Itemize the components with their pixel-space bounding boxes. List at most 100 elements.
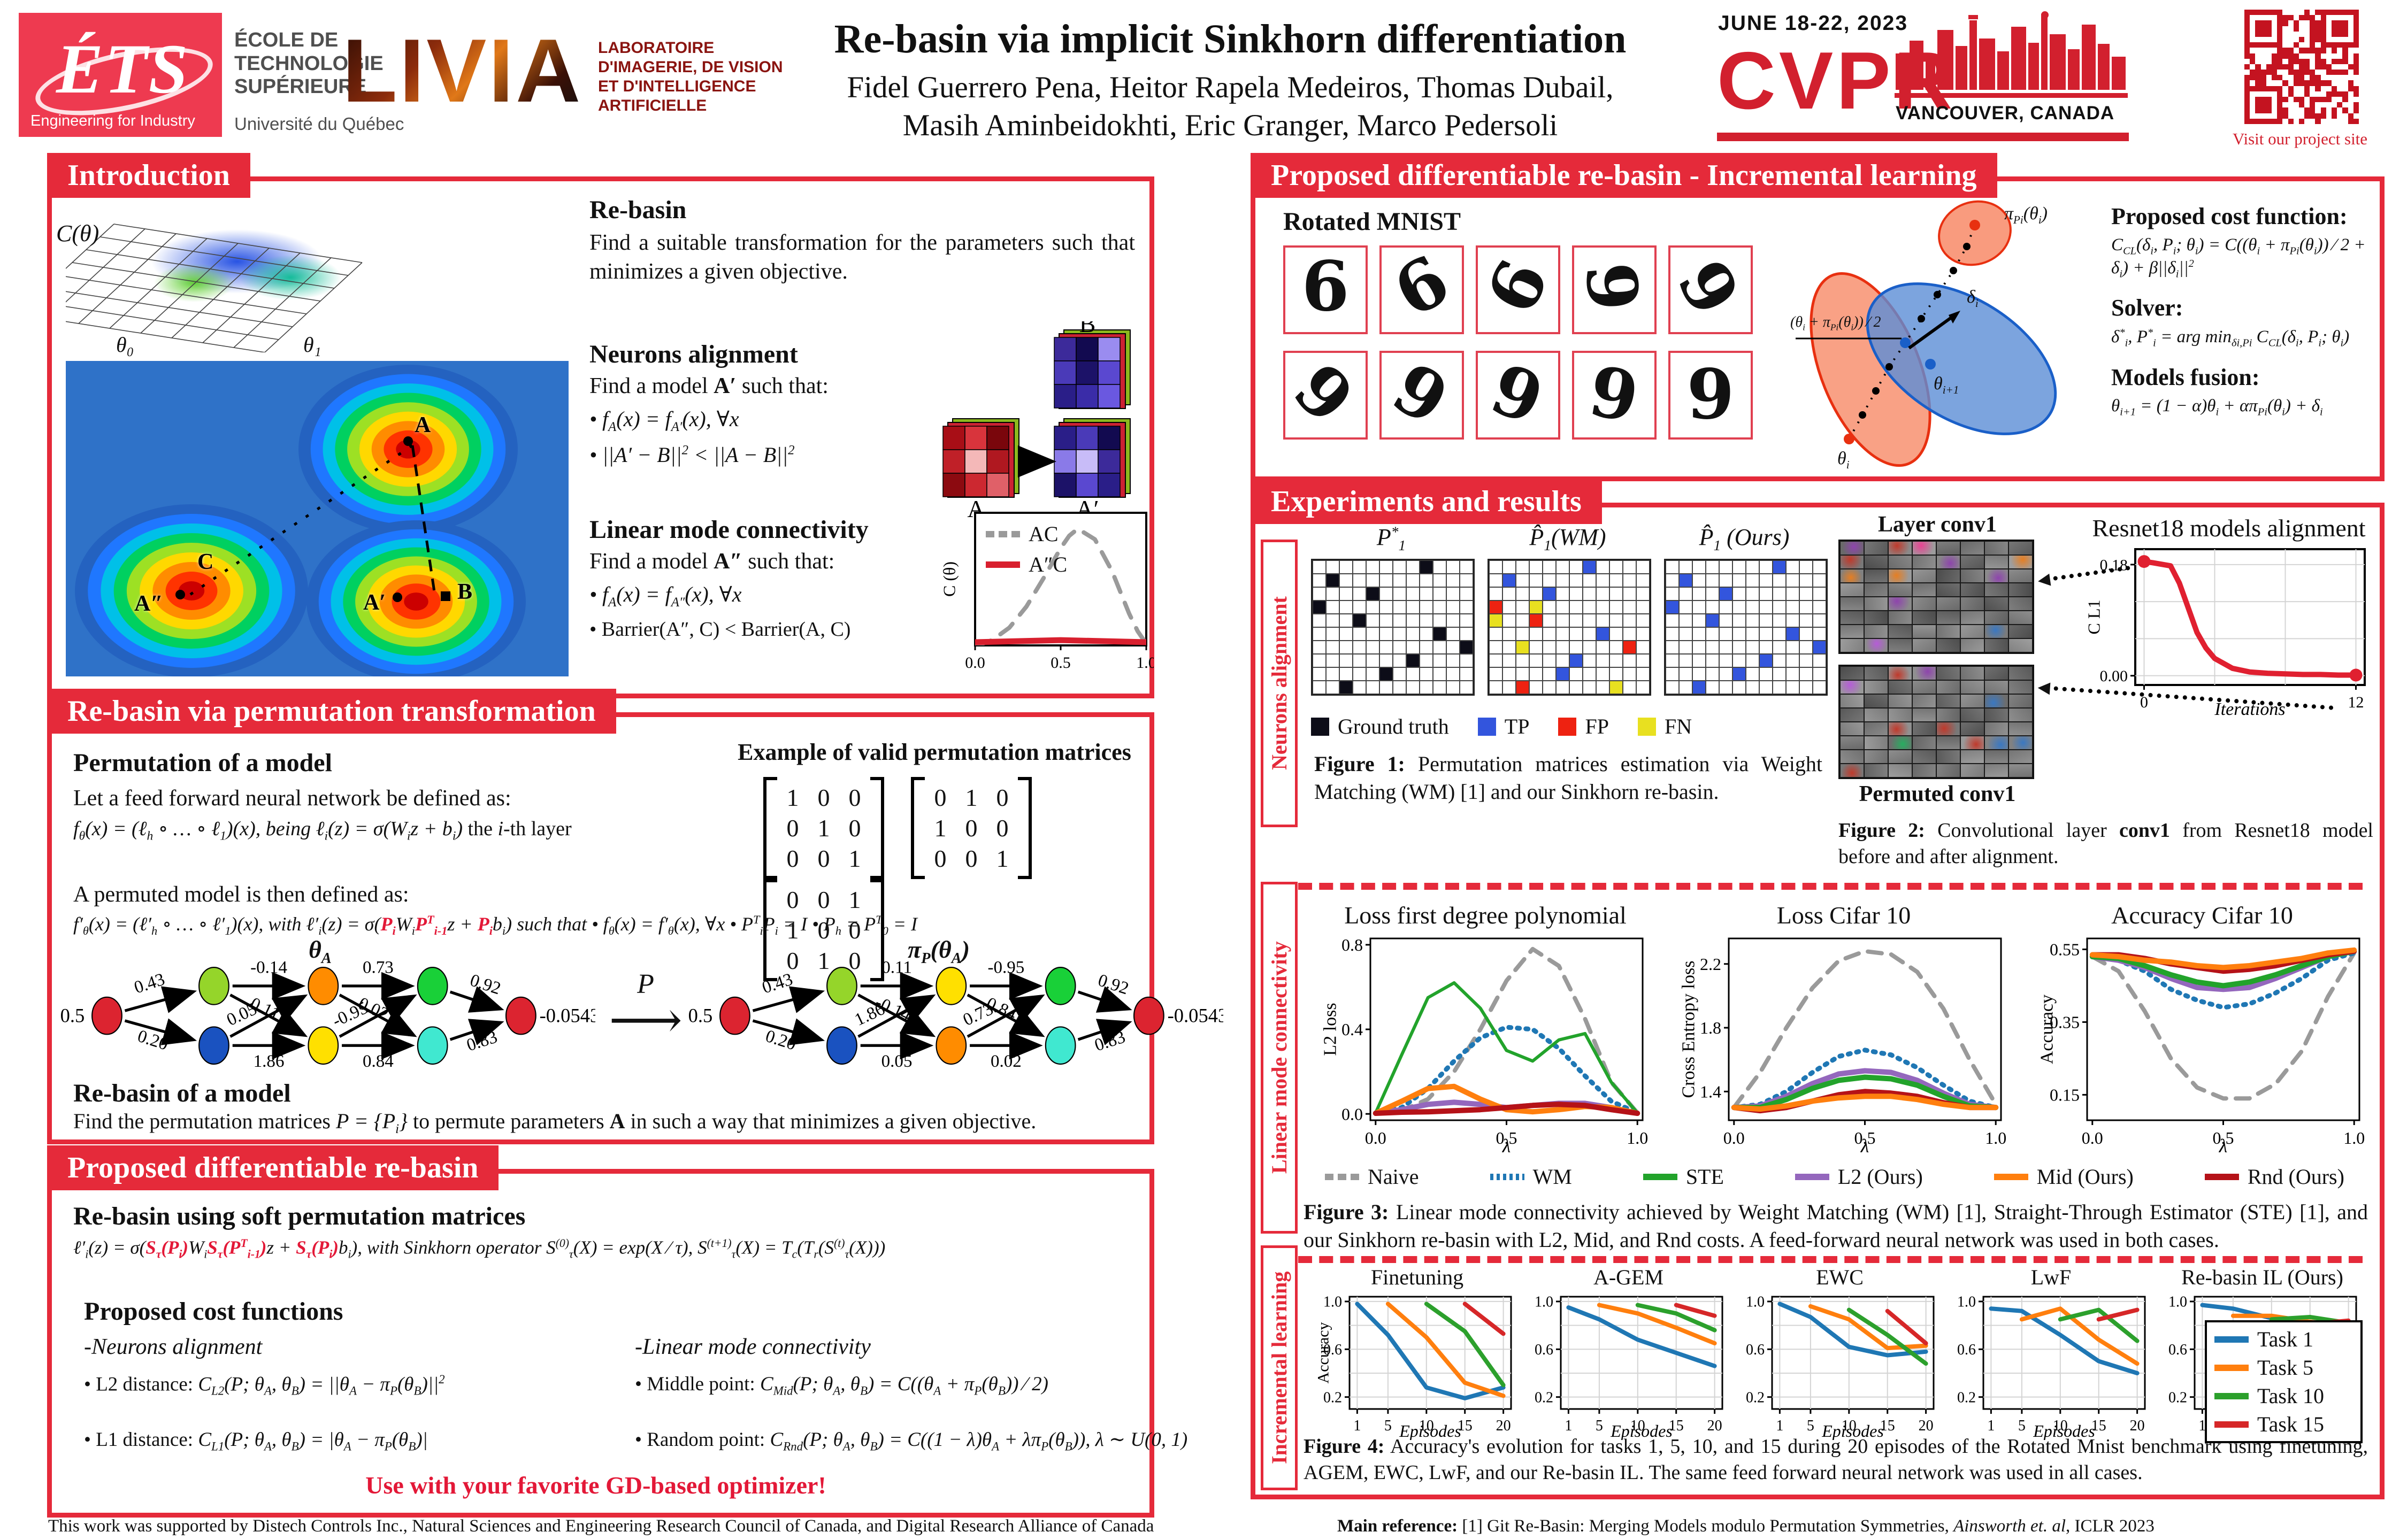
svg-text:1.8: 1.8 (1700, 1018, 1721, 1037)
svg-text:0.73: 0.73 (363, 959, 394, 977)
fig4-legend: Task 1 Task 5 Task 10 Task 15 (2205, 1320, 2363, 1443)
svg-text:1.0: 1.0 (1323, 1294, 1342, 1311)
svg-text:0.8: 0.8 (1341, 935, 1363, 954)
network-right: 0.43 0.20 0.11 -0.14 1.86 0.05 -0.95 0.84 0.73 0.… (688, 958, 1228, 1073)
fig2-caption: Figure 2: Convolutional layer conv1 from… (1838, 819, 2373, 868)
svg-text:5: 5 (1807, 1418, 1814, 1434)
soft-perm-heading: Re-basin using soft permutation matrices (73, 1202, 526, 1230)
svg-text:1: 1 (1987, 1418, 1995, 1434)
fig1-title-pstar: P*1 (1376, 523, 1406, 553)
svg-text:0.5: 0.5 (2213, 1128, 2234, 1148)
svg-text:0.5: 0.5 (60, 1005, 85, 1027)
kernel-diagram: BA A′ (942, 321, 1131, 522)
svg-text:0.11: 0.11 (881, 959, 912, 977)
fig2-conv1-grid (1838, 540, 2034, 654)
svg-text:0: 0 (2140, 694, 2148, 711)
l1-distance-eq: • L1 distance: CL1(P; θA, θB) = |θA − πP… (84, 1428, 428, 1453)
lmc-intro: Find a model A″ such that: (589, 549, 835, 574)
fig3-title-3: Accuracy Cifar 10 (2111, 902, 2293, 929)
lmc-subheading: -Linear mode connectivity (635, 1335, 871, 1359)
svg-text:0.43: 0.43 (132, 970, 167, 998)
fig4-title-lwf: LwF (2030, 1265, 2072, 1289)
title-block: Re-basin via implicit Sinkhorn different… (760, 16, 1701, 143)
svg-text:0.2: 0.2 (2168, 1389, 2187, 1406)
solver-heading: Solver: (2111, 295, 2183, 321)
cvpr-location: VANCOUVER, CANADA (1896, 103, 2115, 124)
svg-text:0.2: 0.2 (1957, 1389, 1976, 1406)
svg-text:0.0: 0.0 (2082, 1128, 2103, 1148)
neurons-heading: Neurons alignment (589, 340, 798, 368)
perm-eq-permuted: f′θ(x) = (ℓ′h ∘ … ∘ ℓ′1)(x), with ℓ′i(z)… (73, 913, 918, 938)
fig3-chart-acc-cifar: 0.15 0.35 0.55 0.0 0.5 1.0 λ Accuracy (2036, 931, 2368, 1158)
intro-banner: Introduction (47, 153, 250, 198)
svg-text:L2 loss: L2 loss (1320, 1003, 1340, 1056)
svg-text:0.02: 0.02 (991, 1052, 1022, 1071)
svg-text:-0.0543: -0.0543 (540, 1005, 595, 1027)
svg-text:5: 5 (2018, 1418, 2026, 1434)
svg-text:0.5: 0.5 (1496, 1128, 1517, 1148)
separator-2 (1298, 1256, 2363, 1263)
svg-text:2.2: 2.2 (1700, 954, 1721, 974)
fig1-title-wm: P̂1(WM) (1529, 524, 1606, 553)
svg-text:Accuracy: Accuracy (1315, 1322, 1332, 1384)
svg-text:15: 15 (1669, 1418, 1684, 1434)
cvpr-rule (1895, 93, 2128, 98)
svg-text:0.2: 0.2 (1535, 1389, 1553, 1406)
svg-text:10: 10 (1419, 1418, 1434, 1434)
svg-text:Episodes: Episodes (1821, 1421, 1884, 1440)
svg-text:5: 5 (1384, 1418, 1392, 1434)
fig3-legend: Naive WM STE L2 (Ours) Mid (Ours) Rnd (Ours) (1325, 1164, 2373, 1189)
perm-line1: Let a feed forward neural network be def… (73, 786, 511, 811)
neurons-bullet-2: • ||A′ − B||2 < ||A − B||2 (589, 443, 795, 467)
rail-incremental: Incremental learning (1261, 1245, 1298, 1490)
cost-function-heading: Proposed cost function: (2111, 203, 2348, 229)
authors-line2: Masih Aminbeidokhti, Eric Granger, Marco… (902, 109, 1558, 142)
fig1-grid-ours (1664, 559, 1828, 696)
livia-lab-text: LABORATOIRE D'IMAGERIE, DE VISION ET D'I… (598, 38, 783, 116)
svg-text:B: B (1079, 321, 1096, 337)
surface-c-theta-label: C(θ) (56, 220, 99, 247)
incremental-equations: Proposed cost function: CCL(δi, Pi; θi) … (2111, 203, 2368, 418)
contour-label-c: C (197, 550, 214, 574)
surface-theta0-label: θ₀ (116, 333, 134, 357)
svg-text:0.5: 0.5 (688, 1005, 712, 1027)
svg-text:20: 20 (2130, 1418, 2145, 1434)
ets-school: ÉCOLE DE TECHNOLOGIE SUPÉRIEURE Universi… (234, 29, 404, 134)
header: ÉTS Engineering for Industry ÉCOLE DE TE… (0, 0, 2392, 155)
authors-line1: Fidel Guerrero Pena, Heitor Rapela Medei… (847, 71, 1614, 104)
fig3-title-2: Loss Cifar 10 (1776, 902, 1911, 929)
svg-text:0.0: 0.0 (1341, 1104, 1363, 1123)
fig2-alignment-chart: 0.18 0.00 0 12 Iterations C L1 (2084, 542, 2373, 721)
neurons-block: Neurons alignment Find a model A′ such t… (589, 340, 953, 467)
svg-text:1: 1 (1353, 1418, 1361, 1434)
svg-text:0.6: 0.6 (1535, 1342, 1553, 1358)
svg-text:0.35: 0.35 (2050, 1013, 2080, 1032)
svg-text:0.84: 0.84 (363, 1052, 394, 1071)
permutation-arrow: P ⟶ (597, 968, 694, 1045)
svg-text:λ: λ (1502, 1135, 1511, 1156)
svg-text:0.43: 0.43 (760, 970, 795, 998)
ets-school-line2: TECHNOLOGIE (234, 52, 384, 75)
svg-text:0.05: 0.05 (881, 1052, 913, 1071)
fig1-caption: Figure 1: Permutation matrices estimatio… (1314, 752, 1822, 804)
intro-box: C(θ) θ₀ θ₁ A C A″ A′ B Re-basin Find a s… (47, 176, 1156, 698)
ets-logo: ÉTS Engineering for Industry (19, 13, 222, 137)
cvpr-skyline (1896, 11, 2126, 90)
cvpr-dates: JUNE 18-22, 2023 (1718, 12, 1908, 35)
separator-1 (1298, 883, 2363, 890)
l2-distance-eq: • L2 distance: CL2(P; θA, θB) = ||θA − π… (84, 1373, 445, 1398)
diagram-pi-label: πPi(θi) (2004, 204, 2048, 226)
livia-lab-line3: ET D'INTELLIGENCE (598, 78, 756, 95)
livia-lab-line1: LABORATOIRE (598, 39, 715, 57)
svg-text:0.6: 0.6 (1746, 1342, 1765, 1358)
basin-diagram-svg (1796, 200, 2057, 467)
fig3-chart-polynomial: 0.0 0.4 0.8 0.0 0.5 1.0 λ L2 loss (1320, 931, 1651, 1158)
proposed-box: Re-basin using soft permutation matrices… (47, 1169, 1187, 1518)
svg-text:1.0: 1.0 (1627, 1128, 1648, 1148)
contour-label-a1: A′ (363, 590, 386, 615)
cvpr-name: CVPR (1717, 35, 1956, 126)
proposed-banner: Proposed differentiable re-basin (47, 1145, 499, 1190)
